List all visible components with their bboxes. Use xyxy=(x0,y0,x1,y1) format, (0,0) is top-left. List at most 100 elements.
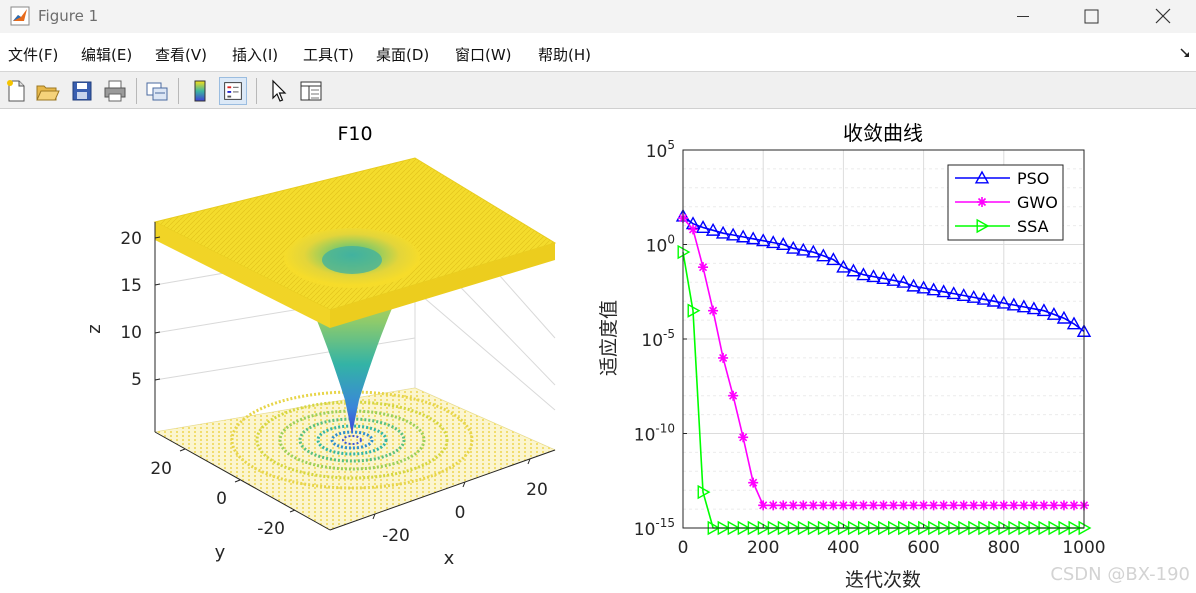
surface-plot-axes[interactable]: 5 10 15 20 20 0 -20 -20 0 20 z y x F10 xyxy=(84,123,557,569)
menu-help[interactable]: 帮助(H) xyxy=(538,46,591,64)
data-point-gwo xyxy=(688,224,699,235)
data-point-pso xyxy=(745,231,761,245)
data-point-pso xyxy=(1036,303,1052,317)
data-point-gwo xyxy=(968,500,979,511)
title-bar: Figure 1 xyxy=(0,0,1196,33)
data-point-gwo xyxy=(748,477,759,488)
data-point-pso xyxy=(926,282,941,296)
toolbar-separator xyxy=(256,78,257,104)
data-point-pso xyxy=(846,263,861,277)
data-point-pso xyxy=(756,233,771,247)
data-point-ssa xyxy=(677,244,691,260)
dock-arrow-icon[interactable] xyxy=(1178,46,1192,60)
data-point-pso xyxy=(826,252,841,266)
colorbar-icon[interactable] xyxy=(186,77,214,105)
y-tick-label: 105 xyxy=(646,138,675,162)
data-point-pso xyxy=(725,227,741,241)
data-point-pso xyxy=(946,286,961,300)
toolbar-separator xyxy=(178,78,179,104)
data-point-pso xyxy=(816,248,831,262)
data-point-gwo xyxy=(1028,500,1039,511)
data-point-gwo xyxy=(918,500,929,511)
surface-bowl-center xyxy=(322,246,382,274)
menu-window[interactable]: 窗口(W) xyxy=(455,46,512,64)
z-tick-label: 10 xyxy=(120,323,142,343)
menu-desktop[interactable]: 桌面(D) xyxy=(376,46,430,64)
data-point-gwo xyxy=(698,262,709,273)
data-point-gwo xyxy=(998,500,1009,511)
chart-legend[interactable]: PSO GWO SSA xyxy=(947,164,1064,241)
print-icon[interactable] xyxy=(101,77,129,105)
data-point-pso xyxy=(786,240,801,254)
data-point-pso xyxy=(735,229,751,243)
y-tick-label: 100 xyxy=(646,233,675,257)
legend-label-pso: PSO xyxy=(1017,169,1049,188)
legend-icon[interactable] xyxy=(219,77,247,105)
menu-edit[interactable]: 编辑(E) xyxy=(81,46,133,64)
data-point-pso xyxy=(856,267,871,281)
pointer-icon[interactable] xyxy=(264,77,292,105)
figure-svg: 5 10 15 20 20 0 -20 -20 0 20 z y x F10 xyxy=(84,121,1190,591)
data-point-gwo xyxy=(888,500,899,511)
data-point-gwo xyxy=(1048,500,1059,511)
data-point-pso xyxy=(695,220,711,233)
minimize-button[interactable] xyxy=(1000,0,1046,33)
x-tick-label: 400 xyxy=(827,538,859,558)
data-point-pso xyxy=(956,288,971,302)
menu-file[interactable]: 文件(F) xyxy=(8,46,59,64)
property-inspector-icon[interactable] xyxy=(297,77,325,105)
data-point-gwo xyxy=(898,500,909,511)
menu-tools[interactable]: 工具(T) xyxy=(303,46,354,64)
z-axis-label: z xyxy=(84,324,105,333)
x-tick-label: 800 xyxy=(988,538,1020,558)
matlab-logo-icon xyxy=(10,6,30,26)
toolbar-separator xyxy=(136,78,137,104)
data-point-pso xyxy=(966,289,981,303)
data-point-gwo xyxy=(958,500,969,511)
legend-entry-pso: PSO xyxy=(955,169,1049,188)
data-point-pso xyxy=(886,272,901,286)
data-point-pso xyxy=(1026,301,1042,315)
y-tick-label: 10-15 xyxy=(634,516,675,540)
chart-y-axis-label: 适应度值 xyxy=(598,300,620,376)
new-figure-icon[interactable] xyxy=(2,77,30,105)
y-tick-label: -20 xyxy=(257,519,285,539)
data-point-gwo xyxy=(708,305,719,316)
y-tick-label: 10-5 xyxy=(641,327,675,351)
surface-ticks xyxy=(154,236,531,520)
surface-plot-title: F10 xyxy=(337,123,372,145)
chart-ticks: 0 200 400 600 800 1000 105 100 10-5 10-10 10-15 xyxy=(634,138,1106,558)
chart-x-axis-label: 迭代次数 xyxy=(845,569,921,591)
link-plot-icon[interactable] xyxy=(143,77,171,105)
y-axis-label: y xyxy=(215,542,226,563)
data-point-pso xyxy=(1006,297,1022,311)
chart-gridlines xyxy=(682,149,1085,529)
data-point-pso xyxy=(715,225,731,239)
data-point-gwo xyxy=(988,500,999,511)
x-tick-label: 20 xyxy=(526,480,548,500)
data-point-pso xyxy=(906,278,921,292)
data-point-pso xyxy=(876,271,891,285)
open-file-icon[interactable] xyxy=(33,77,61,105)
window-title: Figure 1 xyxy=(38,7,99,25)
menu-insert[interactable]: 插入(I) xyxy=(232,46,279,64)
data-point-gwo xyxy=(768,500,779,511)
data-point-pso xyxy=(866,269,881,283)
data-point-pso xyxy=(796,242,811,256)
figure-toolbar xyxy=(0,71,1196,109)
close-button[interactable] xyxy=(1140,0,1186,33)
data-point-gwo xyxy=(738,432,749,443)
data-point-gwo xyxy=(928,500,939,511)
x-tick-label: 0 xyxy=(455,503,466,523)
maximize-button[interactable] xyxy=(1068,0,1114,33)
data-point-gwo xyxy=(1068,500,1079,511)
data-point-gwo xyxy=(808,500,819,511)
data-point-ssa xyxy=(697,484,711,500)
convergence-chart[interactable]: 0 200 400 600 800 1000 105 100 10-5 10-10 10-15 收敛… xyxy=(598,121,1106,591)
x-tick-label: 1000 xyxy=(1062,538,1105,558)
data-point-pso xyxy=(936,284,951,298)
save-icon[interactable] xyxy=(68,77,96,105)
z-tick-label: 5 xyxy=(131,370,142,390)
menu-view[interactable]: 查看(V) xyxy=(155,46,207,64)
data-point-gwo xyxy=(938,500,949,511)
